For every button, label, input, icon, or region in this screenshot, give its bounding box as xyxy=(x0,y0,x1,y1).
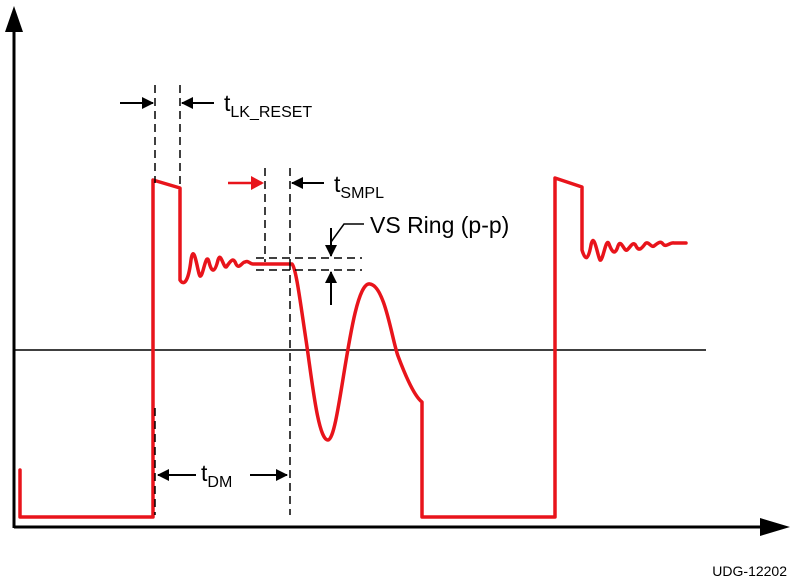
t-smpl-marker: tSMPL xyxy=(228,168,384,262)
y-axis-arrowhead xyxy=(5,6,23,32)
t-lk-reset-arrowhead-right xyxy=(181,97,193,109)
vs-ring-leader-line xyxy=(330,223,364,243)
t-dm-marker: tDM xyxy=(154,262,291,515)
vs-ring-marker: VS Ring (p-p) xyxy=(256,212,509,305)
t-smpl-label: tSMPL xyxy=(334,171,384,202)
t-dm-arrowhead-right xyxy=(276,469,288,481)
vs-ring-arrowhead-down xyxy=(325,245,337,257)
t-lk-reset-marker: tLK_RESET xyxy=(120,85,312,188)
figure-id-label: UDG-12202 xyxy=(712,563,787,579)
t-dm-arrowhead-left xyxy=(157,469,169,481)
t-smpl-arrowhead-right xyxy=(291,177,303,189)
x-axis-arrowhead xyxy=(760,518,790,536)
t-lk-reset-arrowhead-left xyxy=(142,97,154,109)
t-smpl-arrowhead-left xyxy=(251,176,264,190)
t-lk-reset-label: tLK_RESET xyxy=(224,90,312,121)
vs-ring-arrowhead-up xyxy=(325,271,337,283)
t-dm-label: tDM xyxy=(201,460,232,491)
axes xyxy=(5,6,790,536)
vs-waveform xyxy=(18,176,688,519)
vs-ring-label: VS Ring (p-p) xyxy=(370,212,509,238)
